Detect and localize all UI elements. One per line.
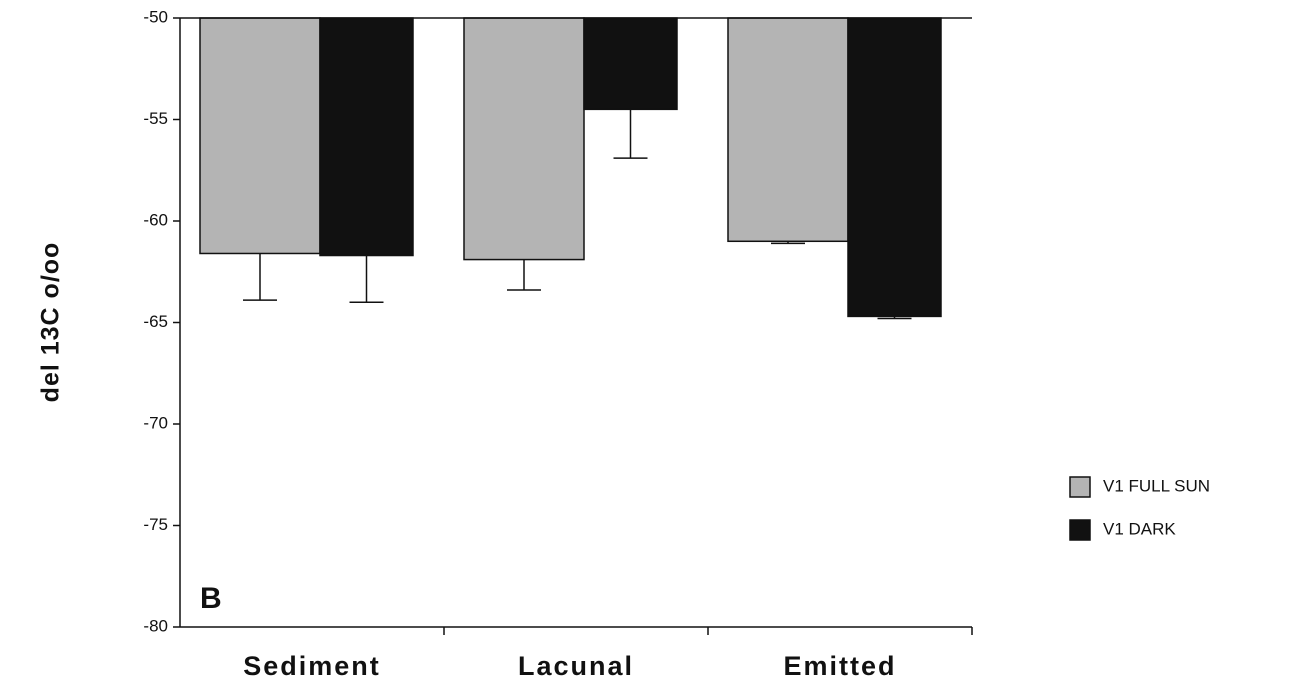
annotation: B — [200, 582, 222, 615]
legend-label: V1 DARK — [1103, 519, 1176, 538]
y-axis-label: del 13C o/oo — [37, 242, 65, 403]
legend-swatch — [1069, 519, 1091, 541]
y-tick-label: -50 — [143, 7, 168, 26]
x-tick-label: Lacunal — [518, 651, 634, 681]
x-tick-label: Sediment — [243, 651, 381, 681]
bar — [727, 17, 849, 243]
x-tick-label: Emitted — [783, 651, 896, 681]
bar — [847, 17, 942, 318]
y-tick-label: -75 — [143, 515, 168, 534]
bar — [319, 17, 414, 257]
y-tick-label: -80 — [143, 616, 168, 635]
legend-label: V1 FULL SUN — [1103, 476, 1210, 495]
bar — [583, 17, 678, 111]
y-tick-label: -65 — [143, 312, 168, 331]
y-tick-label: -70 — [143, 413, 168, 432]
y-tick-label: -55 — [143, 109, 168, 128]
y-tick-label: -60 — [143, 210, 168, 229]
legend-swatch — [1069, 476, 1091, 498]
bar — [199, 17, 321, 255]
bar — [463, 17, 585, 261]
